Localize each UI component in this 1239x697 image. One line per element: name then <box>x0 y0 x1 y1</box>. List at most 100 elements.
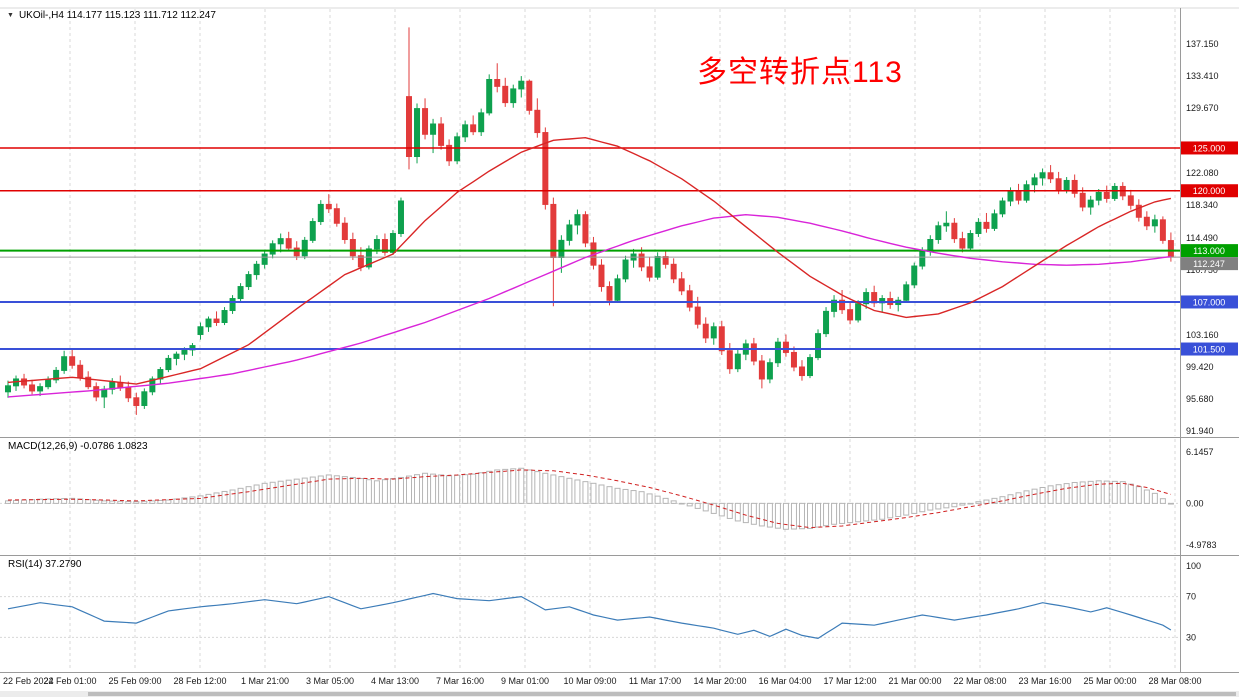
macd-histogram-bar <box>879 502 886 520</box>
macd-histogram-bar <box>1039 486 1046 504</box>
macd-histogram-bar <box>718 502 725 517</box>
time-tick-label: 7 Mar 16:00 <box>436 676 484 686</box>
macd-histogram-bar <box>887 502 894 519</box>
candle-body <box>373 239 380 250</box>
macd-histogram-bar <box>766 502 773 528</box>
candles <box>5 27 1174 415</box>
price-tick-label: 95.680 <box>1186 394 1214 404</box>
macd-histogram-bar <box>1167 502 1174 505</box>
macd-histogram-bar <box>815 502 822 528</box>
candle-body <box>213 318 220 323</box>
macd-histogram-bar <box>245 486 252 504</box>
macd-histogram-bar <box>927 502 934 511</box>
macd-histogram-bar <box>414 474 421 504</box>
scrollbar-thumb[interactable] <box>88 692 1236 696</box>
candle-body <box>782 341 789 353</box>
candle-body <box>855 303 862 321</box>
candle-body <box>766 362 773 380</box>
macd-histogram-bar <box>510 468 517 504</box>
candle-body <box>1023 184 1030 201</box>
macd-histogram-bar <box>125 500 132 504</box>
symbol-info: ▼ UKOil-,H4 114.177 115.123 111.712 112.… <box>7 10 216 22</box>
candle-body <box>542 132 549 205</box>
candle-body <box>5 385 11 393</box>
rsi-axis-label: 70 <box>1186 592 1196 602</box>
macd-histogram-bar <box>486 470 493 504</box>
macd-histogram-bar <box>438 474 445 504</box>
candle-body <box>357 255 364 268</box>
macd-histogram-bar <box>1135 486 1142 504</box>
macd-histogram-bar <box>253 484 260 504</box>
macd-histogram-bar <box>197 495 204 504</box>
candle-body <box>365 248 372 268</box>
candle-body <box>614 278 621 301</box>
candle-body <box>598 264 605 288</box>
macd-histogram-bar <box>454 474 461 504</box>
macd-histogram-bar <box>301 477 308 504</box>
candle-body <box>293 247 300 257</box>
candle-body <box>815 333 822 359</box>
macd-histogram-bar <box>911 502 918 514</box>
candle-body <box>133 397 140 406</box>
macd-histogram-bar <box>1151 492 1158 504</box>
macd-histogram-bar <box>213 492 220 504</box>
price-tick-label: 122.080 <box>1186 168 1219 178</box>
symbol-ohlc-text: UKOil-,H4 114.177 115.123 111.712 112.24… <box>18 10 216 21</box>
candle-body <box>774 341 781 364</box>
macd-histogram-bar <box>93 499 100 504</box>
macd-histogram-bar <box>5 500 11 504</box>
candle-body <box>1071 179 1078 194</box>
candle-body <box>45 379 52 388</box>
macd-histogram-bar <box>1143 489 1150 504</box>
candle-body <box>638 253 645 268</box>
macd-histogram-bar <box>293 478 300 504</box>
macd-histogram-bar <box>317 475 324 504</box>
macd-axis-label: 6.1457 <box>1186 447 1214 457</box>
candle-body <box>125 387 132 399</box>
candle-body <box>301 239 308 257</box>
candle-body <box>718 326 725 352</box>
price-badge-label: 112.247 <box>1193 259 1225 269</box>
candle-body <box>341 222 348 241</box>
time-tick-label: 16 Mar 04:00 <box>758 676 811 686</box>
candle-body <box>1015 191 1022 201</box>
macd-histogram-bar <box>991 497 998 504</box>
candle-body <box>1087 199 1094 208</box>
candle-body <box>29 384 36 392</box>
rsi-line <box>7 592 1172 640</box>
candle-body <box>518 80 525 90</box>
macd-histogram-bar <box>165 499 172 504</box>
candle-body <box>566 224 573 241</box>
indicator-axis-labels: 6.1457 0.00 -4.9783 100 70 30 <box>1186 447 1217 642</box>
macd-histogram-bar <box>839 502 846 524</box>
candle-body <box>991 213 998 229</box>
macd-histogram-bar <box>141 500 148 504</box>
candle-body <box>245 274 252 288</box>
collapse-triangle-icon[interactable]: ▼ <box>7 12 14 19</box>
candle-body <box>197 326 204 335</box>
macd-histogram-bar <box>831 502 838 525</box>
macd-histogram-bar <box>823 502 830 527</box>
macd-histogram-bar <box>550 474 557 504</box>
macd-histogram-bar <box>606 486 613 504</box>
macd-histogram-bar <box>189 496 196 504</box>
candle-body <box>1007 191 1014 202</box>
candle-body <box>69 356 76 366</box>
macd-histogram-bar <box>101 500 108 504</box>
macd-histogram-bar <box>1087 480 1094 504</box>
candle-body <box>422 108 429 135</box>
price-badge <box>1181 184 1238 198</box>
macd-histogram-bar <box>566 477 573 504</box>
macd-histogram-bar <box>742 502 749 524</box>
candle-body <box>478 112 485 133</box>
macd-histogram-bar <box>959 502 966 506</box>
macd-histogram-bar <box>622 488 629 504</box>
price-tick-label: 133.410 <box>1186 71 1219 81</box>
horizontal-scrollbar[interactable] <box>0 691 1239 697</box>
macd-histogram-bar <box>943 502 950 509</box>
candle-body <box>349 239 356 257</box>
candle-body <box>173 353 180 359</box>
macd-histogram-bar <box>662 497 669 504</box>
